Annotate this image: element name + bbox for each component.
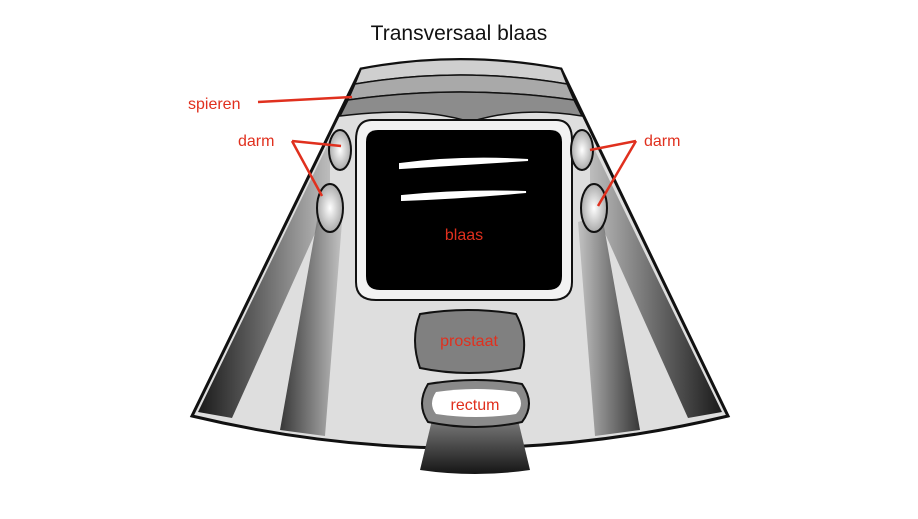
label-muscles: spieren	[188, 96, 240, 113]
left-edge-shadow	[198, 140, 330, 418]
bladder-artifact-line-1	[399, 157, 529, 170]
rectum-lumen	[432, 389, 521, 417]
label-prostate: prostaat	[440, 333, 498, 350]
pointer-bowel-right-upper	[589, 139, 637, 152]
bowel-loop-right-lower	[580, 183, 608, 233]
label-rectum: rectum	[451, 397, 500, 414]
bowel-shadow-left	[280, 215, 342, 436]
bowel-loop-right-upper	[570, 129, 594, 171]
label-bowel-left: darm	[238, 133, 274, 150]
bowel-loop-left-lower	[316, 183, 344, 233]
bladder-lumen	[366, 130, 562, 290]
label-bladder: blaas	[445, 227, 483, 244]
bladder-artifact-line-2	[401, 190, 527, 202]
diagram-title: Transversaal blaas	[370, 22, 548, 45]
label-bowel-right: darm	[644, 133, 680, 150]
right-edge-shadow	[590, 140, 722, 418]
bowel-shadow-right	[578, 215, 640, 436]
pointer-bowel-left-upper	[291, 139, 342, 148]
rectum-shadow	[420, 420, 530, 474]
pointer-bowel-right-lower	[596, 140, 638, 207]
pointer-bowel-left-lower	[290, 140, 324, 197]
bowel-loop-left-upper	[328, 129, 352, 171]
pointer-muscles	[257, 95, 353, 104]
muscle-layer-bottom	[338, 91, 584, 123]
pointer-lines	[257, 95, 638, 207]
prostate	[414, 309, 526, 374]
